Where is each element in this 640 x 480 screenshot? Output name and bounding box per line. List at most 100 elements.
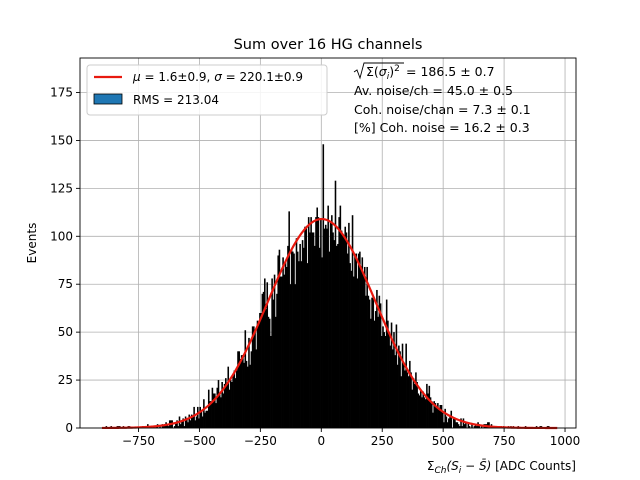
histogram-bar <box>260 312 262 428</box>
histogram-bar <box>306 263 309 428</box>
x-tick-label: 500 <box>432 434 455 448</box>
histogram-bar <box>384 335 387 428</box>
histogram-bar <box>190 414 193 428</box>
histogram-bar <box>250 351 253 428</box>
histogram-bar <box>424 399 427 428</box>
histogram-bar <box>417 393 420 428</box>
histogram-bar <box>237 351 239 428</box>
legend-histogram-swatch <box>93 93 123 105</box>
histogram-bar <box>333 240 336 428</box>
histogram-bar <box>467 422 470 428</box>
x-tick-label: 750 <box>493 434 516 448</box>
histogram-bar <box>220 397 222 428</box>
histogram-bar <box>401 343 404 428</box>
legend: μ = 1.6±0.9, σ = 220.1±0.9 RMS = 213.04 <box>86 64 328 116</box>
histogram-bar <box>218 393 221 428</box>
histogram-bar <box>272 299 275 428</box>
svg-text:Σ(σi)2: Σ(σi)2 <box>366 64 400 82</box>
histogram-bar <box>296 251 299 428</box>
histogram-bar <box>349 263 351 428</box>
histogram-bar <box>249 364 251 428</box>
histogram-bar <box>321 257 323 428</box>
histogram-bar <box>433 401 435 428</box>
histogram-bar <box>444 408 446 428</box>
histogram-bar <box>235 370 238 428</box>
histogram-bar <box>476 426 478 428</box>
histogram-bar <box>283 274 286 428</box>
histogram-bar <box>395 324 398 428</box>
histogram-bar <box>167 426 170 428</box>
y-axis-ticks: 0 25 50 75 100 125 150 175 <box>50 86 80 435</box>
histogram-bar <box>473 426 476 428</box>
histogram-bar <box>193 406 195 428</box>
histogram-bar <box>240 355 243 428</box>
y-tick-label: 25 <box>58 373 73 387</box>
histogram-bar <box>332 232 334 428</box>
x-tick-label: −500 <box>183 434 216 448</box>
histogram-bar <box>367 295 370 428</box>
histogram-bar <box>216 387 219 428</box>
histogram-bar <box>176 420 178 428</box>
histogram-bar <box>209 401 211 428</box>
histogram-bar <box>374 311 377 428</box>
histogram-bar <box>299 243 301 428</box>
histogram-bar <box>356 278 359 428</box>
histogram-bar <box>343 236 345 428</box>
histogram-bar <box>324 224 327 428</box>
histogram-bar <box>370 318 372 428</box>
histogram-bar <box>434 403 437 428</box>
histogram-bar <box>377 316 379 428</box>
histogram-bar <box>173 426 176 428</box>
histogram-bar <box>310 217 312 428</box>
histogram-bar <box>175 422 177 428</box>
histogram-bar <box>256 320 259 428</box>
histogram-bar <box>372 297 375 428</box>
histogram-bar <box>273 274 276 428</box>
histogram-bar <box>181 420 183 428</box>
histogram-bar <box>292 251 294 428</box>
histogram-bar <box>410 372 412 428</box>
histogram-bar <box>214 393 216 428</box>
histogram-bar <box>412 378 415 428</box>
histogram-bar <box>215 403 217 428</box>
histogram-bar <box>368 299 371 428</box>
histogram-bar <box>376 289 378 428</box>
histogram-bar <box>221 381 223 428</box>
histogram-bar <box>415 372 417 428</box>
histogram-bar <box>318 247 321 428</box>
histogram-bar <box>320 219 322 428</box>
histogram-bar <box>199 406 201 428</box>
histogram-bar <box>222 393 225 428</box>
histogram-bar <box>313 245 316 428</box>
histogram-bar <box>465 422 467 428</box>
histogram-bar <box>245 360 248 428</box>
histogram-bar <box>488 422 490 428</box>
histogram-bar <box>393 332 395 428</box>
histogram-bar <box>205 410 208 428</box>
histogram-bar <box>159 426 161 428</box>
histogram-bar <box>267 316 270 428</box>
histogram-bar <box>378 295 381 428</box>
histogram-bar <box>317 217 320 428</box>
histogram-bar <box>387 320 389 428</box>
histogram-bar <box>391 349 394 428</box>
histogram-bar <box>394 355 396 428</box>
histogram-bar <box>194 420 197 428</box>
histogram-bar <box>203 399 205 428</box>
histogram-bar <box>344 226 347 428</box>
histogram-bar <box>437 403 439 428</box>
annotation-coh-noise-chan: Coh. noise/chan = 7.3 ± 0.1 <box>354 102 531 117</box>
histogram-bar <box>429 397 432 428</box>
histogram-bar <box>217 380 220 428</box>
histogram-bar <box>279 276 282 428</box>
histogram-bar <box>409 360 411 428</box>
histogram-bar <box>238 351 240 428</box>
histogram-bar <box>361 257 364 428</box>
histogram-bar <box>352 276 355 428</box>
histogram-bar <box>418 395 421 428</box>
noise-annotations: Σ(σi)2 = 186.5 ± 0.7 Av. noise/ch = 45.0… <box>353 62 531 135</box>
histogram-bar <box>351 215 354 428</box>
histogram-bar <box>288 211 290 428</box>
histogram-bar <box>468 426 471 428</box>
